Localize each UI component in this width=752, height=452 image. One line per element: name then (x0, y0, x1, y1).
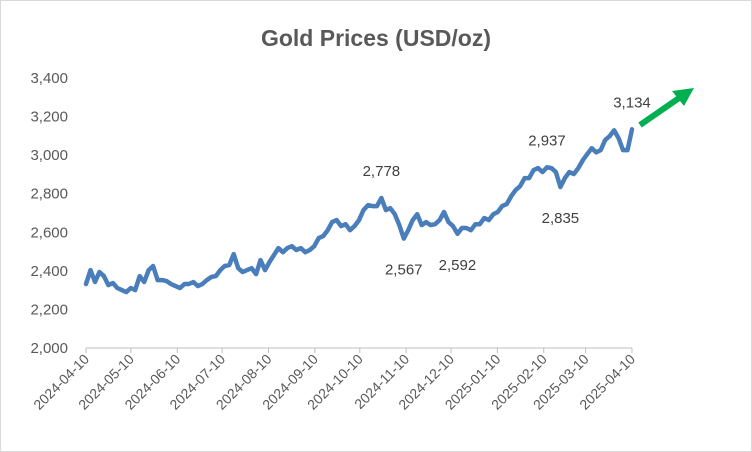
y-tick-label: 2,400 (30, 263, 68, 280)
x-axis: 2024-04-102024-05-102024-06-102024-07-10… (30, 347, 638, 413)
y-tick-label: 2,200 (30, 301, 68, 318)
data-label: 2,835 (542, 210, 580, 227)
data-label: 2,567 (385, 262, 423, 279)
series-line-gold-price (83, 127, 635, 295)
trend-arrow (638, 88, 694, 128)
data-label: 2,778 (363, 163, 401, 180)
data-labels: 2,778 2,567 2,592 2,937 2,835 3,134 (363, 94, 651, 278)
trend-arrow-shaft (638, 93, 684, 128)
y-tick-label: 3,400 (30, 70, 68, 87)
y-axis: 2,000 2,200 2,400 2,600 2,800 3,000 3,200 3,400 (30, 70, 68, 357)
y-tick-label: 2,800 (30, 186, 68, 203)
y-tick-label: 3,200 (30, 109, 68, 126)
data-label: 2,937 (528, 132, 566, 149)
y-tick-label: 3,000 (30, 147, 68, 164)
y-tick-label: 2,000 (30, 340, 68, 357)
chart-title: Gold Prices (USD/oz) (261, 25, 491, 51)
data-label: 2,592 (439, 257, 477, 274)
series-layer (83, 127, 635, 295)
data-label: 3,134 (613, 94, 651, 111)
y-tick-label: 2,600 (30, 224, 68, 241)
trend-arrow-head (672, 88, 694, 106)
